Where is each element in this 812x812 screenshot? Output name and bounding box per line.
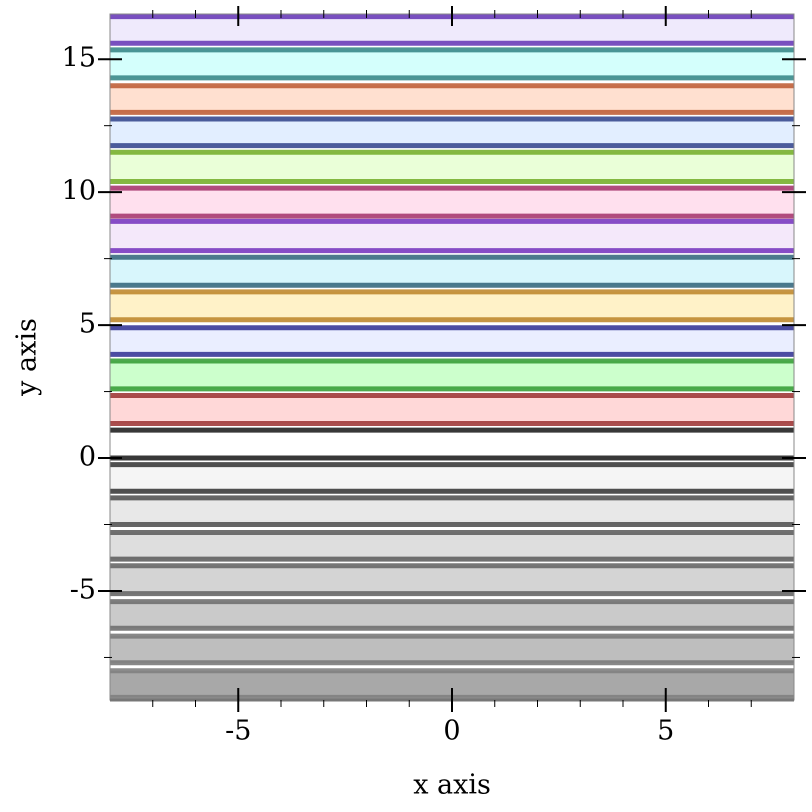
y-tick-label: -5 (70, 574, 96, 605)
band-fill (110, 291, 794, 320)
band-fill (110, 430, 794, 459)
band-fill (110, 565, 794, 594)
band-fill (110, 327, 794, 355)
x-axis-label: x axis (413, 770, 491, 801)
x-tick-label: 0 (443, 716, 460, 747)
y-tick-label: 10 (62, 176, 96, 207)
band-fill (110, 395, 794, 424)
band-fill (110, 49, 794, 78)
band-fill (110, 532, 794, 560)
band-fill (110, 119, 794, 146)
band-fill (110, 464, 794, 492)
x-tick-label: -5 (225, 716, 251, 747)
y-tick-label: 15 (62, 43, 96, 74)
band-fill (110, 601, 794, 629)
band-fill (110, 188, 794, 217)
band-fill (110, 497, 794, 525)
y-axis-label: y axis (12, 318, 43, 397)
band-fill (110, 636, 794, 663)
band-fill (110, 85, 794, 113)
y-tick-label: 5 (79, 309, 96, 340)
y-tick-label: 0 (79, 442, 96, 473)
band-fill (110, 360, 794, 389)
band-fill (110, 152, 794, 182)
band-fill (110, 257, 794, 286)
x-tick-label: 5 (657, 716, 674, 747)
band-fill (110, 221, 794, 251)
